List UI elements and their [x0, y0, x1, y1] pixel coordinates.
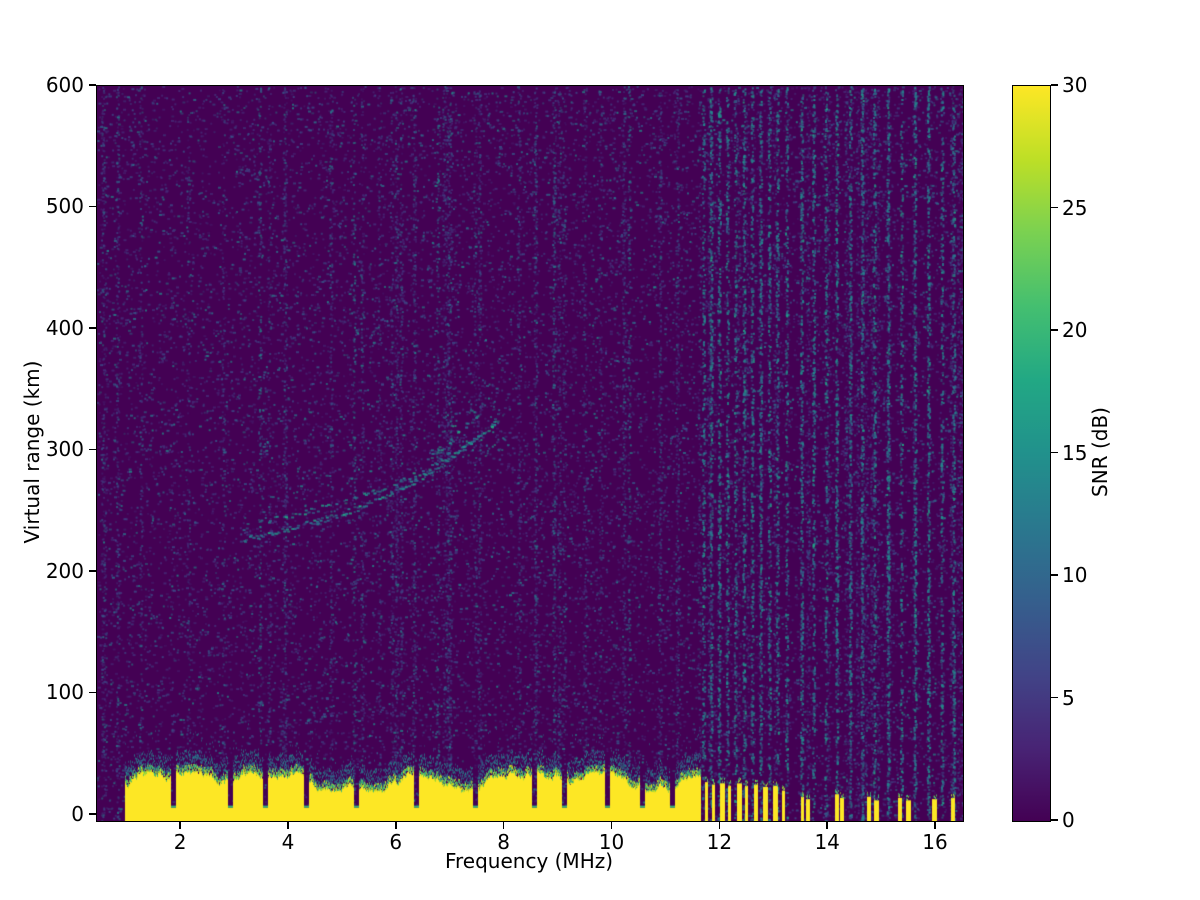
colorbar-tick-label: 20 — [1062, 318, 1088, 342]
colorbar-tick — [1051, 574, 1058, 576]
x-tick — [718, 822, 721, 829]
x-tick — [502, 822, 505, 829]
y-tick — [89, 448, 96, 451]
x-tick-label: 6 — [389, 830, 403, 854]
x-tick-label: 16 — [922, 830, 948, 854]
colorbar-tick — [1051, 819, 1058, 821]
colorbar-tick-label: 15 — [1062, 440, 1088, 465]
plot-area — [96, 85, 964, 822]
colorbar-tick — [1051, 84, 1058, 86]
ionogram-heatmap-canvas — [97, 86, 963, 821]
colorbar-tick — [1051, 329, 1058, 331]
x-tick-label: 8 — [497, 830, 511, 854]
y-tick — [89, 813, 96, 815]
x-tick — [179, 822, 181, 829]
colorbar-tick-label: 5 — [1062, 685, 1075, 710]
colorbar-tick — [1051, 696, 1058, 699]
colorbar-tick-label: 10 — [1062, 563, 1088, 587]
x-tick-label: 12 — [706, 830, 733, 854]
x-tick — [610, 822, 613, 829]
y-tick-label: 400 — [45, 315, 84, 340]
y-tick-label: 600 — [45, 73, 84, 97]
colorbar-tick-label: 25 — [1062, 195, 1088, 220]
colorbar-tick — [1051, 206, 1058, 209]
colorbar-tick — [1051, 451, 1058, 454]
y-axis-label: Virtual range (km) — [20, 360, 44, 544]
x-tick — [287, 822, 289, 829]
x-tick-label: 14 — [814, 830, 840, 854]
colorbar — [1012, 85, 1051, 822]
x-tick — [934, 822, 936, 829]
y-tick-label: 0 — [71, 801, 84, 826]
x-tick-label: 10 — [598, 830, 625, 854]
colorbar-label: SNR (dB) — [1088, 407, 1112, 497]
colorbar-tick-label: 0 — [1062, 808, 1075, 832]
colorbar-tick-label: 30 — [1062, 73, 1088, 97]
x-tick-label: 4 — [281, 830, 295, 854]
x-tick-label: 2 — [173, 830, 187, 854]
y-tick-label: 300 — [45, 437, 84, 462]
y-tick — [89, 570, 96, 572]
x-tick — [826, 822, 828, 829]
y-tick-label: 200 — [45, 558, 84, 583]
y-tick-label: 100 — [45, 680, 84, 705]
x-axis-label: Frequency (MHz) — [444, 849, 614, 873]
y-tick — [89, 84, 96, 86]
y-tick — [89, 691, 96, 694]
y-tick — [89, 327, 96, 329]
y-tick — [89, 205, 96, 208]
y-tick-label: 500 — [45, 194, 84, 219]
x-tick — [395, 822, 397, 829]
